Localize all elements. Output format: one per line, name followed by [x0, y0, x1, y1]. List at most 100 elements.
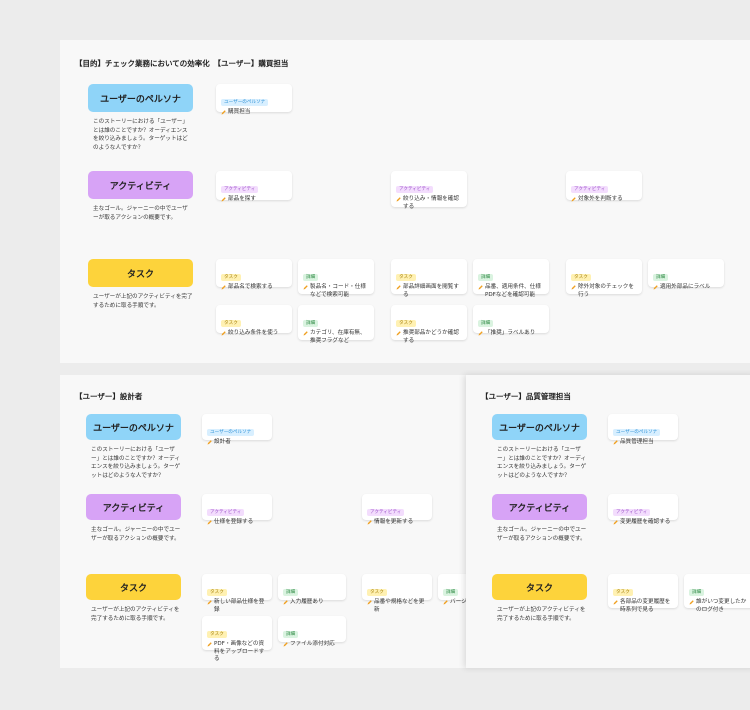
- card-text-value: 部品を探す: [228, 196, 256, 202]
- sticky-card: ユーザーのペルソナ 設計者: [202, 414, 272, 445]
- card-text: 「推奨」ラベルあり: [478, 330, 544, 338]
- pencil-icon: [207, 520, 212, 525]
- card-text: 製品名・コード・仕様などで検索可能: [303, 284, 369, 299]
- row-description: 主なゴール。ジャーニーの中でユーザーが取るアクションの概要です。: [93, 206, 188, 221]
- pencil-icon: [689, 600, 694, 605]
- pencil-icon: [303, 331, 308, 336]
- sticky-card: タスク新しい部品仕様を登録: [202, 574, 272, 613]
- row-label: ユーザーのペルソナ: [492, 414, 587, 440]
- row-label: ユーザーのペルソナ: [86, 414, 181, 440]
- card-text-value: バージ: [450, 599, 467, 605]
- card-tag: タスク: [207, 589, 227, 596]
- card-text: 部品を探す: [221, 196, 287, 204]
- pencil-icon: [396, 285, 401, 290]
- row-label: タスク: [88, 259, 193, 287]
- sticky-card: 詳細「推奨」ラベルあり: [473, 305, 549, 336]
- card-text-value: PDF・画像などの資料をアップロードする: [214, 641, 265, 662]
- sticky-card: タスク PDF・画像などの資料をアップロードする: [202, 616, 272, 662]
- pencil-icon: [207, 642, 212, 647]
- card-text-value: 誰がいつ変更したかのログ付き: [696, 599, 747, 613]
- card-tag: タスク: [613, 589, 633, 596]
- card-text-value: 品番や規格などを更新: [374, 599, 425, 613]
- card-tag: アクティビティ: [207, 509, 245, 516]
- board-panel: 【目的】チェック業務においての効率化 【ユーザー】購買担当 ユーザーのペルソナ この…: [60, 40, 750, 363]
- card-tag: 詳細: [478, 320, 494, 327]
- sticky-card: ユーザーのペルソナ 品質管理担当: [608, 414, 678, 445]
- card-text: 仕様を登録する: [207, 519, 267, 527]
- card-tag: タスク: [396, 320, 416, 327]
- card-text: 誰がいつ変更したかのログ付き: [689, 599, 749, 614]
- card-text-value: ファイル添付対応: [290, 641, 335, 647]
- sticky-card: タスク 絞り込み条件を使う: [216, 305, 292, 336]
- card-text-value: 対象外を判断する: [578, 196, 623, 202]
- row-description: 主なゴール。ジャーニーの中でユーザーが取るアクションの概要です。: [91, 527, 181, 542]
- card-text: 推奨部品かどうか確認する: [396, 330, 462, 345]
- pencil-icon: [303, 285, 308, 290]
- row-label: タスク: [86, 574, 181, 600]
- card-text-value: 「推奨」ラベルあり: [485, 330, 536, 336]
- card-text-value: 推奨部品かどうか確認する: [403, 330, 459, 344]
- sticky-card: タスク推奨部品かどうか確認する: [391, 305, 467, 344]
- panel-title: 【ユーザー】品質管理担当: [481, 392, 571, 401]
- card-text-value: 情報を更新する: [374, 519, 414, 525]
- sticky-card: タスク除外対象のチェックを行う: [566, 259, 642, 298]
- card-tag: 詳細: [443, 589, 459, 596]
- pencil-icon: [613, 520, 618, 525]
- sticky-card: タスク 品番や規格などを更新: [362, 574, 432, 613]
- card-text: 各部品の変更履歴を時系列で見る: [613, 599, 673, 614]
- sticky-card: アクティビティ情報を更新する: [362, 494, 432, 525]
- card-text: 部品詳細画面を閲覧する: [396, 284, 462, 299]
- board-panel: 【ユーザー】品質管理担当 ユーザーのペルソナ このストーリーにおける「ユーザー」とは…: [466, 375, 750, 668]
- card-text: 購買担当: [221, 109, 287, 117]
- pencil-icon: [478, 285, 483, 290]
- pencil-icon: [396, 197, 401, 202]
- pencil-icon: [207, 440, 212, 445]
- card-tag: 詳細: [478, 274, 494, 281]
- card-tag: タスク: [571, 274, 591, 281]
- card-tag: 詳細: [689, 589, 705, 596]
- pencil-icon: [367, 600, 372, 605]
- row-label: ユーザーのペルソナ: [88, 84, 193, 112]
- card-tag: タスク: [207, 631, 227, 638]
- card-tag: アクティビティ: [367, 509, 405, 516]
- pencil-icon: [221, 197, 226, 202]
- board-panel: 【ユーザー】設計者 ユーザーのペルソナ このストーリーにおける「ユーザー」とは誰のこ…: [60, 375, 480, 668]
- card-tag: タスク: [221, 274, 241, 281]
- card-text-value: 製品名・コード・仕様などで検索可能: [310, 284, 366, 298]
- card-tag: 詳細: [283, 589, 299, 596]
- card-tag: アクティビティ: [221, 186, 259, 193]
- card-tag: ユーザーのペルソナ: [613, 429, 661, 436]
- card-text-value: 入力履歴あり: [290, 599, 324, 605]
- panel-title: 【目的】チェック業務においての効率化 【ユーザー】購買担当: [75, 59, 289, 68]
- pencil-icon: [571, 197, 576, 202]
- sticky-card: 詳細品番、適用条件、仕様PDFなどを確認可能: [473, 259, 549, 298]
- pencil-icon: [207, 600, 212, 605]
- pencil-icon: [283, 600, 288, 605]
- pencil-icon: [571, 285, 576, 290]
- sticky-card: アクティビティ 絞り込み・情報を確認する: [391, 171, 467, 210]
- sticky-card: 詳細適用外部品にラベル: [648, 259, 724, 290]
- card-tag: 詳細: [653, 274, 669, 281]
- card-text-value: 品番、適用条件、仕様PDFなどを確認可能: [485, 284, 541, 298]
- card-text-value: 品質管理担当: [620, 439, 654, 445]
- row-label: アクティビティ: [88, 171, 193, 199]
- pencil-icon: [221, 110, 226, 115]
- card-text: 品番、適用条件、仕様PDFなどを確認可能: [478, 284, 544, 299]
- sticky-card: アクティビティ 対象外を判断する: [566, 171, 642, 202]
- card-text: 品質管理担当: [613, 439, 673, 447]
- card-text-value: 除外対象のチェックを行う: [578, 284, 634, 298]
- pencil-icon: [613, 600, 618, 605]
- sticky-card: タスク各部品の変更履歴を時系列で見る: [608, 574, 678, 613]
- card-text-value: 適用外部品にラベル: [660, 284, 711, 290]
- card-text-value: カテゴリ、在庫有無、推奨フラグなど: [310, 330, 366, 344]
- card-text: 除外対象のチェックを行う: [571, 284, 637, 299]
- row-label: アクティビティ: [492, 494, 587, 520]
- card-text: 適用外部品にラベル: [653, 284, 719, 292]
- pencil-icon: [613, 440, 618, 445]
- card-tag: タスク: [396, 274, 416, 281]
- card-text: 新しい部品仕様を登録: [207, 599, 267, 614]
- card-text: 情報を更新する: [367, 519, 427, 527]
- card-text: バージ: [443, 599, 480, 607]
- row-description: ユーザーが上記のアクティビティを完了するために取る手順です。: [91, 607, 180, 622]
